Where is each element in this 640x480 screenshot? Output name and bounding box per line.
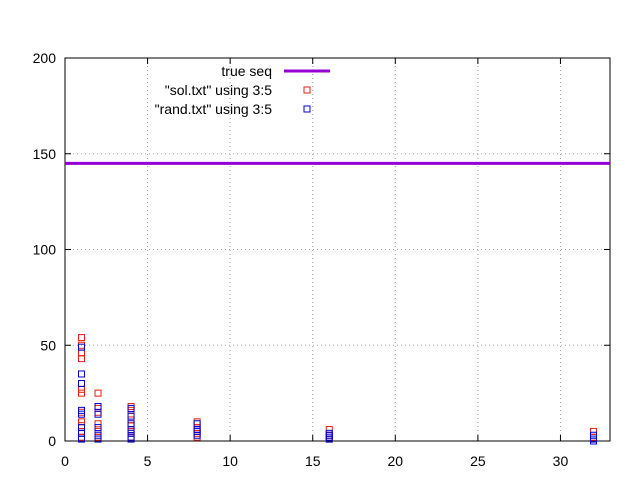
y-tick-label: 100 xyxy=(33,242,57,258)
grid xyxy=(65,57,610,441)
data-point xyxy=(193,433,201,441)
data-point xyxy=(94,420,102,428)
data-point xyxy=(94,424,102,432)
data-point xyxy=(127,433,135,441)
data-point xyxy=(193,427,201,435)
data-point xyxy=(78,349,86,357)
data-point xyxy=(193,418,201,426)
data-point xyxy=(325,431,333,439)
data-point xyxy=(127,435,135,443)
axes: 0 5 10 15 20 25 30 0 50 100 150 200 xyxy=(33,50,611,469)
data-point xyxy=(78,433,86,441)
data-point xyxy=(78,418,86,426)
data-point xyxy=(94,403,102,411)
data-point xyxy=(127,404,135,412)
data-point xyxy=(94,435,102,443)
data-point xyxy=(127,406,135,414)
data-point xyxy=(589,431,597,439)
data-point xyxy=(127,412,135,420)
data-point xyxy=(78,389,86,397)
data-point xyxy=(325,435,333,443)
data-point xyxy=(589,437,597,445)
x-tick-label: 10 xyxy=(222,453,238,469)
legend-label: true seq xyxy=(221,63,272,79)
data-point xyxy=(78,355,86,363)
data-point xyxy=(78,406,86,414)
data-point xyxy=(325,429,333,437)
data-point xyxy=(127,426,135,434)
x-tick-label: 15 xyxy=(305,453,321,469)
data-point xyxy=(127,422,135,430)
x-tick-label: 30 xyxy=(553,453,569,469)
data-point xyxy=(193,429,201,437)
legend: true seq "sol.txt" using 3:5 "rand.txt" us… xyxy=(155,63,330,117)
data-point xyxy=(325,431,333,439)
data-point xyxy=(127,403,135,411)
data-point xyxy=(94,408,102,416)
data-point xyxy=(589,427,597,435)
data-point xyxy=(78,435,86,443)
y-tick-label: 50 xyxy=(40,337,56,353)
data-point xyxy=(78,370,86,378)
data-point xyxy=(193,431,201,439)
data-point xyxy=(127,429,135,437)
data-point xyxy=(78,429,86,437)
data-point xyxy=(325,426,333,434)
data-point xyxy=(78,422,86,430)
series-layer xyxy=(65,161,610,445)
data-point xyxy=(127,416,135,424)
data-point xyxy=(127,433,135,441)
legend-label: "rand.txt" using 3:5 xyxy=(155,101,273,117)
data-point xyxy=(94,431,102,439)
y-tick-label: 200 xyxy=(33,50,57,66)
data-point xyxy=(94,427,102,435)
data-point xyxy=(94,410,102,418)
x-tick-label: 25 xyxy=(470,453,486,469)
y-tick-label: 0 xyxy=(48,433,56,449)
x-tick-label: 0 xyxy=(61,453,69,469)
data-point xyxy=(94,404,102,412)
data-point xyxy=(78,408,86,416)
data-point xyxy=(193,420,201,428)
data-point xyxy=(78,410,86,418)
data-point xyxy=(127,427,135,435)
data-point xyxy=(193,426,201,434)
data-point xyxy=(78,334,86,342)
data-point xyxy=(78,380,86,388)
data-point xyxy=(94,433,102,441)
data-point xyxy=(78,385,86,393)
legend-label: "sol.txt" using 3:5 xyxy=(165,82,272,98)
x-tick-label: 5 xyxy=(144,453,152,469)
data-point xyxy=(589,433,597,441)
data-point xyxy=(94,389,102,397)
x-tick-label: 20 xyxy=(388,453,404,469)
data-point xyxy=(78,424,86,432)
data-point xyxy=(127,420,135,428)
legend-sample-point xyxy=(303,105,311,113)
data-point xyxy=(78,343,86,351)
data-point xyxy=(193,424,201,432)
legend-sample-point xyxy=(303,86,311,94)
data-point xyxy=(325,433,333,441)
y-tick-label: 150 xyxy=(33,146,57,162)
data-point xyxy=(78,427,86,435)
